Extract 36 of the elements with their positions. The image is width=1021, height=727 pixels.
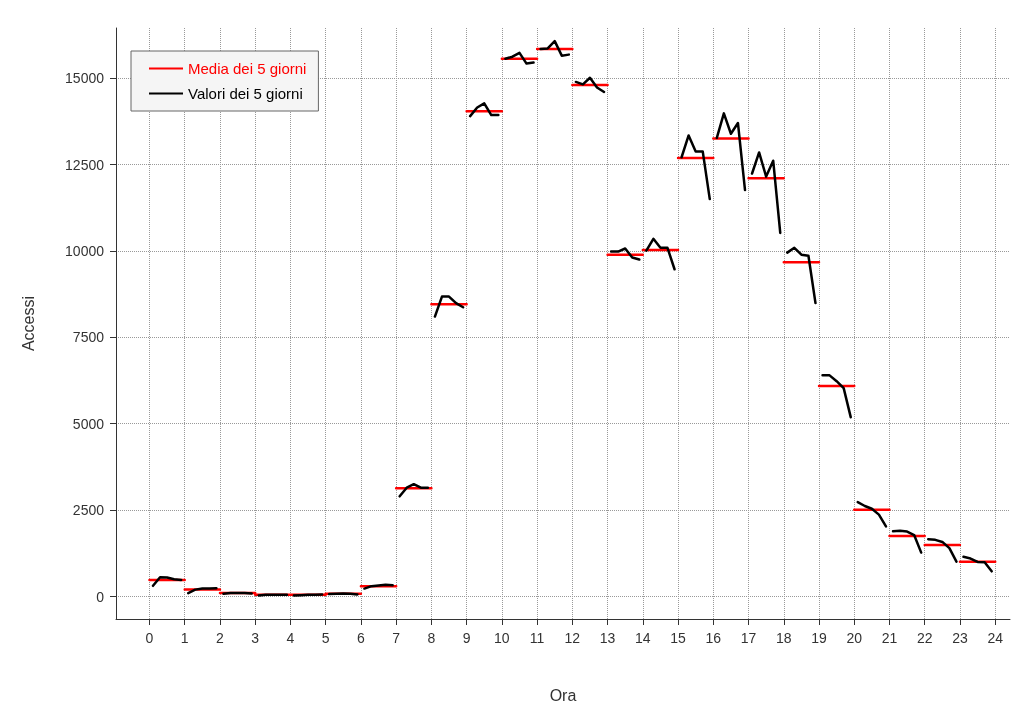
x-tick-label: 5 [321, 630, 330, 646]
y-tick-label: 15000 [65, 70, 105, 87]
x-tick-label: 19 [811, 630, 827, 646]
x-tick-label: 0 [145, 630, 154, 646]
x-tick-label: 13 [599, 630, 616, 646]
x-tick-label: 23 [952, 630, 968, 646]
x-tick-label: 8 [427, 630, 436, 646]
legend-label: Valori dei 5 giorni [188, 85, 303, 102]
x-tick-label: 10 [494, 630, 510, 646]
x-tick-label: 7 [392, 630, 401, 646]
x-tick-label: 1 [180, 630, 189, 646]
x-tick-label: 22 [916, 630, 933, 646]
x-axis-title: Ora [549, 686, 577, 704]
y-tick-label: 5000 [72, 415, 105, 432]
x-tick-label: 21 [881, 630, 898, 646]
x-tick-label: 11 [529, 630, 545, 646]
y-tick-label: 12500 [65, 156, 105, 173]
x-tick-label: 20 [846, 630, 863, 646]
y-tick-label: 0 [96, 588, 105, 605]
y-tick-label: 10000 [65, 242, 105, 259]
x-tick-label: 12 [564, 630, 581, 646]
x-tick-label: 17 [740, 630, 757, 646]
x-tick-label: 2 [216, 630, 225, 646]
x-tick-label: 4 [286, 630, 295, 646]
y-tick-label: 7500 [72, 329, 105, 346]
x-tick-label: 6 [357, 630, 366, 646]
y-tick-label: 2500 [72, 502, 105, 519]
y-axis-title: Accessi [19, 295, 37, 352]
x-tick-label: 24 [987, 630, 1004, 646]
x-tick-label: 15 [670, 630, 687, 646]
x-tick-label: 9 [462, 630, 471, 646]
x-tick-label: 16 [705, 630, 722, 646]
x-tick-label: 14 [635, 630, 651, 646]
x-tick-label: 3 [251, 630, 260, 646]
legend-label: Media dei 5 giorni [188, 60, 307, 77]
x-tick-label: 18 [775, 630, 792, 646]
